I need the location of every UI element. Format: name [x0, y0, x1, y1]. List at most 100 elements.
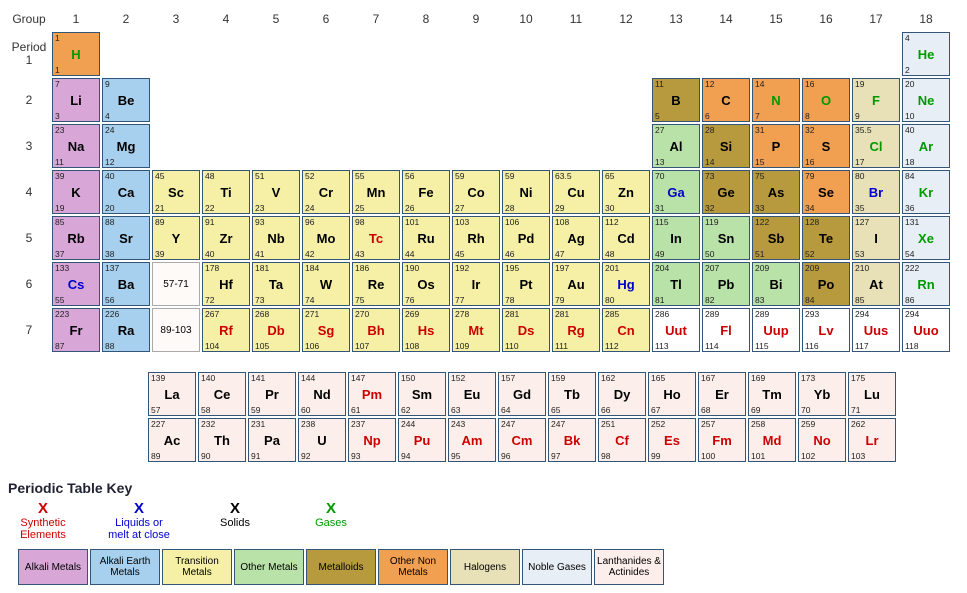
element-Au: 197Au79	[552, 262, 600, 306]
element-Np: 237Np93	[348, 418, 396, 462]
element-Ra: 226Ra88	[102, 308, 150, 352]
element-Te: 128Te52	[802, 216, 850, 260]
element-Re: 186Re75	[352, 262, 400, 306]
element-Si: 28Si14	[702, 124, 750, 168]
element-Ir: 192Ir77	[452, 262, 500, 306]
element-Fe: 56Fe26	[402, 170, 450, 214]
element-Bi: 209Bi83	[752, 262, 800, 306]
element-W: 184W74	[302, 262, 350, 306]
group-header-16: 16	[802, 8, 850, 30]
element-Mt: 278Mt109	[452, 308, 500, 352]
element-I: 127I53	[852, 216, 900, 260]
element-C: 12C6	[702, 78, 750, 122]
element-He: 4He2	[902, 32, 950, 76]
period-label-1: Period1	[8, 32, 50, 76]
group-header-12: 12	[602, 8, 650, 30]
group-header-1: 1	[52, 8, 100, 30]
legend-cat-lan-act: Lanthanides & Actinides	[594, 549, 664, 585]
element-Rf: 267Rf104	[202, 308, 250, 352]
element-Be: 9Be4	[102, 78, 150, 122]
element-Se: 79Se34	[802, 170, 850, 214]
element-Uuo: 294Uuo118	[902, 308, 950, 352]
group-header-6: 6	[302, 8, 350, 30]
element-Y: 89Y39	[152, 216, 200, 260]
element-Ba: 137Ba56	[102, 262, 150, 306]
element-Pm: 147Pm61	[348, 372, 396, 416]
group-header-8: 8	[402, 8, 450, 30]
element-Rb: 85Rb37	[52, 216, 100, 260]
element-Ta: 181Ta73	[252, 262, 300, 306]
element-Uup: 289Uup115	[752, 308, 800, 352]
group-header-11: 11	[552, 8, 600, 30]
element-Ti: 48Ti22	[202, 170, 250, 214]
element-Hs: 269Hs108	[402, 308, 450, 352]
element-B: 11B5	[652, 78, 700, 122]
element-Nd: 144Nd60	[298, 372, 346, 416]
element-Ho: 165Ho67	[648, 372, 696, 416]
legend-cat-alkali: Alkali Metals	[18, 549, 88, 585]
legend-state-syn: XSynthetic Elements	[8, 500, 78, 541]
element-P: 31P15	[752, 124, 800, 168]
element-Ca: 40Ca20	[102, 170, 150, 214]
group-header-9: 9	[452, 8, 500, 30]
element-Pu: 244Pu94	[398, 418, 446, 462]
element-Rg: 281Rg111	[552, 308, 600, 352]
period-label-6: 6	[8, 262, 50, 306]
element-Br: 80Br35	[852, 170, 900, 214]
element-La: 139La57	[148, 372, 196, 416]
periodic-table: Group123456789101112131415161718Period12…	[8, 8, 959, 352]
element-Eu: 152Eu63	[448, 372, 496, 416]
period-label-5: 5	[8, 216, 50, 260]
legend-states: XSynthetic ElementsXLiquids or melt at c…	[8, 500, 366, 541]
group-header-label: Group	[8, 8, 50, 30]
element-Hg: 201Hg80	[602, 262, 650, 306]
element-Ce: 140Ce58	[198, 372, 246, 416]
element-Ga: 70Ga31	[652, 170, 700, 214]
element-Po: 209Po84	[802, 262, 850, 306]
period-label-3: 3	[8, 124, 50, 168]
period-label-7: 7	[8, 308, 50, 352]
element-At: 210At85	[852, 262, 900, 306]
legend: Periodic Table Key XSynthetic ElementsXL…	[8, 480, 959, 585]
placeholder-57-71: 57-71	[152, 262, 200, 306]
element-Uus: 294Uus117	[852, 308, 900, 352]
lanthanide-actinide-block: 139La57140Ce58141Pr59144Nd60147Pm61150Sm…	[148, 372, 959, 462]
element-Kr: 84Kr36	[902, 170, 950, 214]
element-Nb: 93Nb41	[252, 216, 300, 260]
element-Cm: 247Cm96	[498, 418, 546, 462]
element-Sb: 122Sb51	[752, 216, 800, 260]
legend-cat-other-metal: Other Metals	[234, 549, 304, 585]
element-Pb: 207Pb82	[702, 262, 750, 306]
element-Ge: 73Ge32	[702, 170, 750, 214]
element-Bh: 270Bh107	[352, 308, 400, 352]
element-Rh: 103Rh45	[452, 216, 500, 260]
legend-cat-halogen: Halogens	[450, 549, 520, 585]
element-In: 115In49	[652, 216, 700, 260]
element-Ru: 101Ru44	[402, 216, 450, 260]
element-Os: 190Os76	[402, 262, 450, 306]
element-Ne: 20Ne10	[902, 78, 950, 122]
element-Tb: 159Tb65	[548, 372, 596, 416]
period-label-2: 2	[8, 78, 50, 122]
element-Pa: 231Pa91	[248, 418, 296, 462]
group-header-18: 18	[902, 8, 950, 30]
element-Sm: 150Sm62	[398, 372, 446, 416]
group-header-13: 13	[652, 8, 700, 30]
element-Cd: 112Cd48	[602, 216, 650, 260]
group-header-15: 15	[752, 8, 800, 30]
element-Ni: 59Ni28	[502, 170, 550, 214]
element-Zr: 91Zr40	[202, 216, 250, 260]
element-Cu: 63.5Cu29	[552, 170, 600, 214]
group-header-4: 4	[202, 8, 250, 30]
element-Tc: 98Tc43	[352, 216, 400, 260]
legend-state-solid: XSolids	[200, 500, 270, 541]
element-Xe: 131Xe54	[902, 216, 950, 260]
element-U: 238U92	[298, 418, 346, 462]
element-V: 51V23	[252, 170, 300, 214]
element-Li: 7Li3	[52, 78, 100, 122]
element-Ac: 227Ac89	[148, 418, 196, 462]
element-Cr: 52Cr24	[302, 170, 350, 214]
element-Pr: 141Pr59	[248, 372, 296, 416]
group-header-10: 10	[502, 8, 550, 30]
element-Es: 252Es99	[648, 418, 696, 462]
